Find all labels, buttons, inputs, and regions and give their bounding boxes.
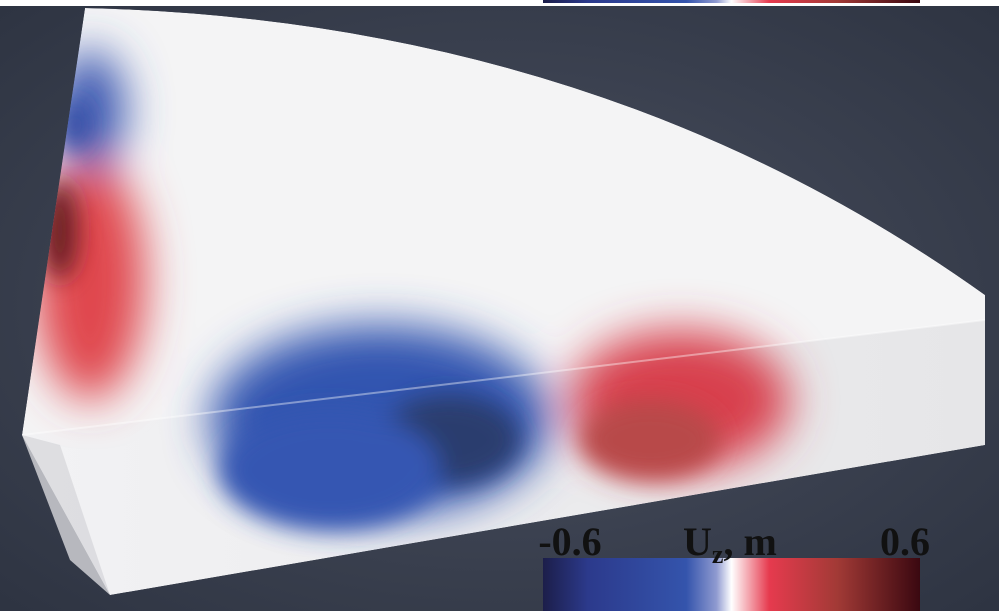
quantity-subscript: z — [712, 540, 724, 569]
edge-facet — [22, 435, 110, 595]
simulation-render — [22, 8, 985, 595]
colorbar — [543, 558, 920, 611]
colorbar-fragment — [543, 0, 920, 3]
colorbar-max-label: 0.6 — [880, 519, 930, 564]
quantity-unit: , m — [723, 519, 776, 564]
quantity-symbol: U — [683, 519, 712, 564]
top-strip — [0, 0, 999, 6]
colorbar-quantity: Uz, m — [683, 519, 777, 569]
colorbar-min-label: -0.6 — [538, 519, 601, 564]
